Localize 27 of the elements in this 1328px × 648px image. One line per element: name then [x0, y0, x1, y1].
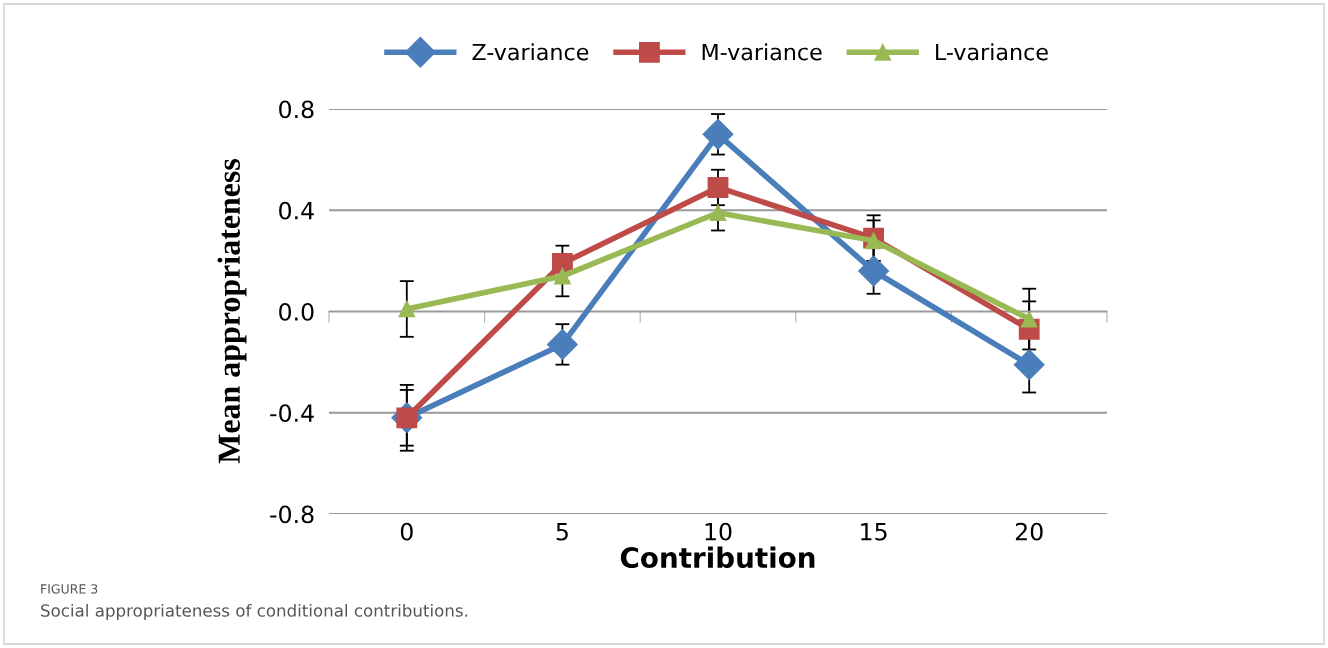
text: Social appropriateness of conditional contributions.: [41, 603, 468, 621]
point: [707, 177, 729, 198]
legend-label: L-variance: [936, 43, 1048, 61]
point: [858, 255, 890, 287]
point: [709, 204, 727, 222]
legend-label: M-variance: [702, 43, 822, 61]
y-tick-label: 0.0: [279, 302, 314, 321]
x-tick-label: 20: [1015, 522, 1043, 541]
x-axis-title: Contribution: [620, 546, 815, 569]
x-tick-label: 10: [705, 522, 732, 541]
y-tick-label: 0.4: [279, 201, 314, 220]
point: [1013, 349, 1045, 381]
point: [702, 118, 734, 150]
point: [398, 300, 416, 318]
point: [554, 267, 571, 285]
x-tick-label: 5: [556, 523, 568, 541]
point: [551, 252, 573, 274]
y-tick-label: -0.8: [270, 505, 314, 524]
point: [1020, 310, 1038, 328]
legend-label: Z-variance: [472, 43, 589, 61]
y-tick-label: 0.8: [279, 100, 314, 119]
y-axis-title: Mean appropriateness: [217, 159, 247, 464]
caption: FIGURE 3: [41, 584, 98, 594]
x-tick-label: 0: [400, 522, 413, 541]
point: [546, 328, 578, 360]
x-tick-label: 15: [861, 523, 887, 541]
y-tick-label: -0.4: [270, 404, 314, 423]
